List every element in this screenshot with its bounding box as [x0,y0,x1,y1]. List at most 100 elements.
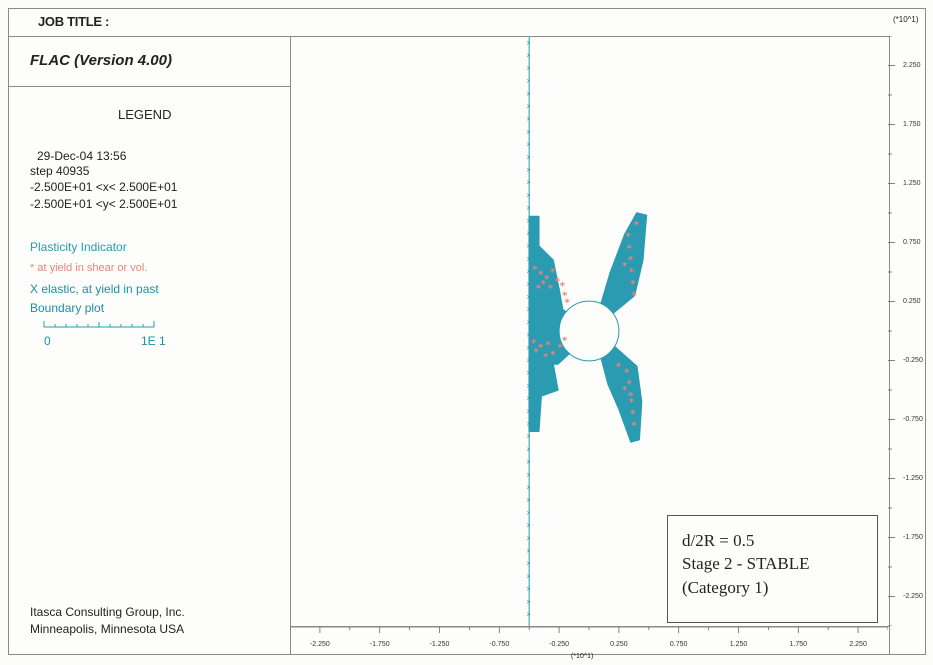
yield-point: * [630,409,636,420]
boundary-marker: x [527,65,531,72]
boundary-marker: x [527,52,531,59]
yield-point: * [629,267,635,278]
yield-point: * [631,420,637,431]
title-bar [8,8,890,38]
x-tick-label: -0.250 [549,641,570,648]
x-tick-label: 0.250 [610,641,628,648]
boundary-marker: x [527,116,531,123]
boundary-marker: x [527,573,531,580]
boundary-marker: x [527,535,531,542]
boundary-marker: x [527,522,531,529]
boundary-marker: x [527,433,531,440]
yield-point: * [538,269,544,280]
y-tick-label: -1.250 [903,474,923,482]
yield-point: * [562,291,568,302]
boundary-marker: x [527,598,531,605]
yield-point: * [625,232,631,243]
boundary-marker: x [527,78,531,85]
x-tick-label: 1.250 [729,641,748,648]
yield-point: * [550,350,556,361]
boundary-marker: x [527,103,531,110]
x-range: -2.500E+01 <x< 2.500E+01 [30,180,178,194]
yield-point: * [533,347,539,358]
boundary-marker: x [527,611,531,618]
yield-legend: * at yield in shear or vol. [30,262,148,274]
boundary-marker: x [527,167,531,174]
yield-point: * [538,343,544,354]
y-tick-label: 1.250 [903,179,921,187]
yield-point: * [627,243,633,254]
annotation-category: (Category 1) [682,578,769,597]
x-tick-label: -0.750 [489,641,510,648]
yield-point: * [630,279,636,290]
boundary-marker: x [527,205,531,212]
step-count: step 40935 [30,164,90,178]
y-units-label: (*10^1) [893,15,919,24]
elastic-region-right-lower-arm [600,344,643,443]
yield-point: * [550,267,556,278]
company-info: Itasca Consulting Group, Inc. Minneapoli… [30,604,185,638]
x-axis-band [290,626,890,655]
y-axis-ticks [888,36,895,626]
company-name: Itasca Consulting Group, Inc. [30,605,185,619]
x-tick-label: -2.250 [309,641,330,648]
scale-bar [43,321,155,328]
yield-point: * [629,397,635,408]
annotation-box: d/2R = 0.5 Stage 2 - STABLE (Category 1) [667,515,878,623]
legend-title: LEGEND [118,107,172,122]
yield-point: * [541,279,547,290]
y-tick-label: 2.250 [903,61,921,69]
yield-point: * [564,298,570,309]
x-tick-label: 1.750 [789,641,808,648]
y-tick-label: -0.250 [903,356,923,364]
yield-point: * [627,379,633,390]
y-tick-label: 1.750 [903,120,921,128]
legend-divider [8,86,290,87]
x-tick-label: -1.750 [369,641,390,648]
yield-point: * [628,391,634,402]
boundary-marker: x [527,509,531,516]
boundary-marker: x [527,192,531,199]
x-units-label: (*10^1) [571,653,594,660]
company-location: Minneapolis, Minnesota USA [30,622,185,636]
boundary-marker: x [527,179,531,186]
boundary-marker: x [527,154,531,161]
boundary-marker: x [527,459,531,466]
boundary-marker: x [527,446,531,453]
scale-min: 0 [44,334,51,348]
plot-area: xxxxxxxxxxxxxxxxxxxxxxxxxxxxxxxxxxxxxxxx… [527,36,648,626]
elastic-region-left-lower-block [528,363,559,433]
boundary-marker: x [527,90,531,97]
x-tick-label: -1.250 [429,641,450,648]
y-tick-label: -0.750 [903,415,923,423]
plasticity-title: Plasticity Indicator [30,240,127,254]
x-tick-label: 2.250 [849,641,867,648]
yield-point: * [532,265,538,276]
yield-point: * [557,343,563,354]
y-tick-label: 0.750 [903,238,921,246]
annotation-ratio: d/2R = 0.5 [682,531,755,550]
yield-point: * [548,284,554,295]
boundary-marker: x [527,128,531,135]
job-title: JOB TITLE : [38,14,110,29]
elastic-legend: X elastic, at yield in past [30,282,159,296]
y-tick-label: -1.750 [903,533,923,541]
opening [558,300,620,362]
boundary-marker: x [527,548,531,555]
boundary-marker: x [527,560,531,567]
yield-point: * [628,255,634,266]
boundary-marker: x [527,586,531,593]
x-axis-ticks [290,626,888,633]
boundary-marker: x [527,40,531,47]
yield-point: * [622,261,628,272]
boundary-plot-legend: Boundary plot [30,301,105,315]
yield-point: * [544,274,550,285]
yield-point: * [634,220,640,231]
yield-point: * [622,385,628,396]
elastic-region-right-upper-arm [600,212,648,315]
scale-max: 1E 1 [141,334,166,348]
yield-point: * [631,291,637,302]
yield-point: * [560,281,566,292]
yield-point: * [536,284,542,295]
boundary-marker: x [527,484,531,491]
